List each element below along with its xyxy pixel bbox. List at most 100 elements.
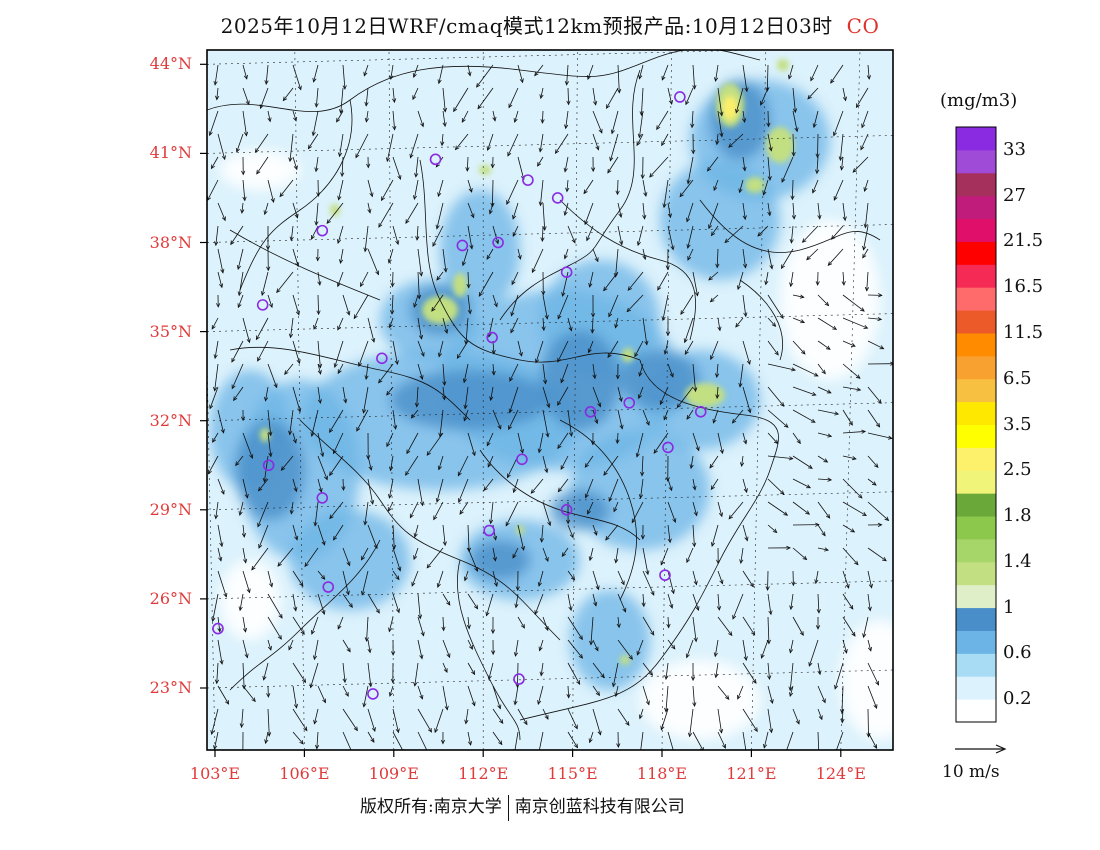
colorbar-label: 16.5 (1003, 276, 1044, 298)
lat-label: 29°N (149, 499, 192, 519)
parallel-line (207, 580, 893, 600)
wind-arrowhead (491, 650, 496, 656)
wind-arrowhead (230, 240, 235, 246)
wind-arrowhead (435, 498, 440, 503)
wind-arrow (649, 156, 669, 178)
wind-arrowhead (483, 486, 488, 492)
hotspot (766, 127, 794, 163)
wind-arrowhead (215, 95, 220, 101)
wind-arrow (806, 248, 819, 260)
wind-arrowhead (351, 753, 354, 757)
wind-arrowhead (669, 372, 674, 378)
wind-arrow (511, 294, 519, 316)
wind-arrowhead (557, 357, 562, 363)
wind-arrowhead (269, 582, 274, 588)
wind-arrowhead (594, 419, 599, 425)
wind-arrowhead (587, 348, 592, 354)
wind-arrow (717, 317, 721, 331)
wind-arrow (592, 409, 598, 424)
wind-arrowhead (743, 312, 748, 318)
wind-arrow (687, 156, 694, 184)
wind-arrowhead (731, 418, 737, 424)
wind-arrowhead (607, 353, 612, 359)
wind-arrow (311, 225, 319, 240)
wind-arrowhead (566, 693, 571, 699)
wind-arrowhead (569, 533, 574, 539)
wind-arrowhead (276, 288, 281, 294)
wind-arrowhead (613, 507, 618, 513)
wind-arrow (292, 616, 305, 635)
wind-arrowhead (214, 241, 219, 247)
wind-arrow (534, 64, 544, 76)
wind-arrow (364, 225, 369, 252)
wind-arrowhead (370, 499, 375, 505)
station-marker (483, 524, 495, 537)
wind-arrow (337, 616, 344, 629)
wind-arrow (742, 110, 746, 123)
wind-arrowhead (375, 270, 380, 276)
wind-arrowhead (442, 395, 447, 401)
wind-arrow (414, 662, 419, 686)
border-line (499, 69, 641, 321)
wind-arrow (708, 202, 719, 229)
wind-arrowhead (434, 728, 439, 734)
wind-arrow (715, 662, 719, 678)
wind-arrow (611, 110, 619, 134)
wind-arrowhead (590, 329, 595, 334)
wind-arrow (242, 685, 256, 702)
wind-arrow (517, 340, 523, 357)
wind-arrow (315, 202, 319, 226)
wind-arrow (315, 87, 319, 107)
wind-arrowhead (661, 141, 666, 147)
wind-arrow (817, 501, 831, 519)
station-marker (522, 174, 534, 186)
wind-arrowhead (614, 692, 619, 698)
wind-arrow (337, 225, 344, 244)
wind-arrow (767, 501, 788, 516)
wind-arrowhead (861, 429, 867, 434)
wind-arrowhead (468, 187, 473, 193)
wind-arrow (242, 179, 246, 201)
wind-arrowhead (362, 408, 367, 414)
wind-arrowhead (304, 562, 309, 568)
wind-arrowhead (860, 307, 865, 312)
parallel-line (207, 135, 893, 154)
wind-arrowhead (387, 507, 392, 512)
wind-arrow (292, 156, 298, 170)
wind-arrow (467, 593, 478, 609)
graticule (207, 50, 893, 750)
wind-arrow (842, 547, 859, 565)
wind-arrow (566, 64, 569, 85)
wind-arrow (314, 708, 319, 724)
border-line (559, 199, 696, 341)
wind-arrowhead (310, 432, 315, 437)
wind-arrow (356, 409, 369, 432)
wind-arrowhead (511, 280, 516, 286)
wind-arrowhead (620, 580, 625, 586)
wind-arrow (757, 225, 769, 237)
wind-arrowhead (508, 408, 513, 414)
wind-arrow (513, 478, 519, 493)
wind-arrowhead (593, 530, 598, 536)
wind-arrowhead (693, 637, 698, 643)
wind-arrow (492, 363, 495, 375)
station-marker (256, 299, 269, 311)
wind-arrow (638, 386, 644, 399)
units-label: (mg/m3) (940, 90, 1018, 111)
wind-arrowhead (810, 76, 815, 82)
wind-arrow (363, 386, 369, 413)
wind-arrow (867, 340, 884, 350)
wind-arrow (555, 133, 569, 154)
wind-arrowhead (594, 646, 599, 652)
wind-arrowhead (293, 606, 298, 612)
station-marker (694, 405, 707, 418)
wind-arrowhead (360, 590, 366, 596)
wind-arrow (540, 662, 544, 676)
wind-arrowhead (728, 514, 733, 520)
wind-arrowhead (543, 379, 548, 385)
wind-arrow (417, 616, 425, 636)
wind-arrow (781, 156, 794, 183)
wind-arrow (627, 271, 644, 291)
wind-arrowhead (363, 71, 368, 77)
wind-arrowhead (878, 293, 883, 298)
